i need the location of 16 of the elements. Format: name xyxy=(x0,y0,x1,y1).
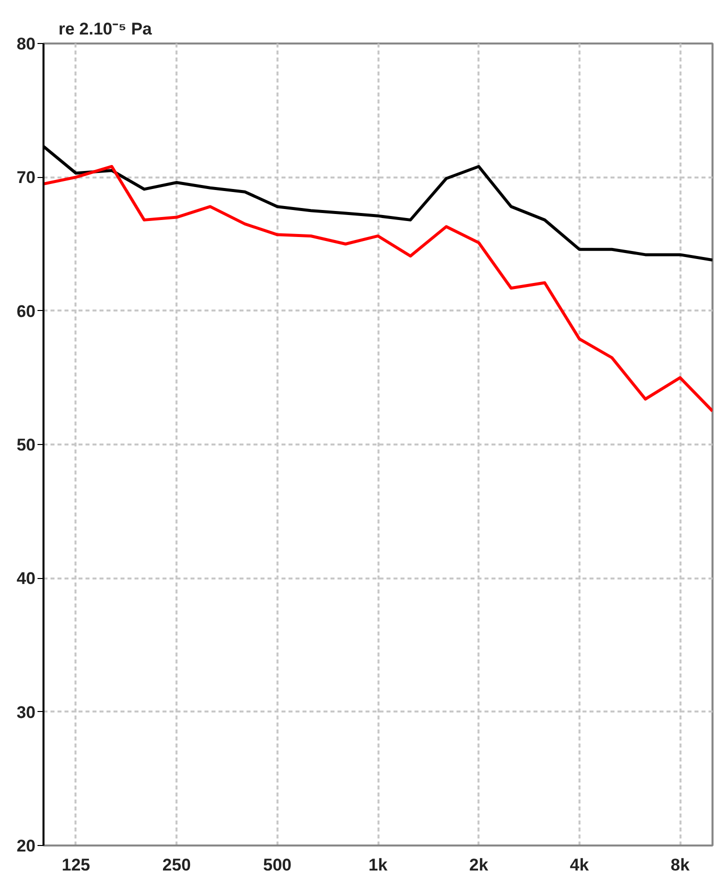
y-tick-label: 40 xyxy=(16,569,36,588)
x-tick-label: 8k xyxy=(670,856,690,874)
line-series xyxy=(44,164,712,413)
x-tick-label: 250 xyxy=(162,856,191,874)
y-tick-label: 30 xyxy=(16,702,36,722)
x-tick-label: 125 xyxy=(62,856,90,874)
x-tick-label: 4k xyxy=(570,856,590,874)
x-tick-label: 2k xyxy=(469,856,489,874)
y-tick-label: 20 xyxy=(16,836,36,856)
y-tick-label: 70 xyxy=(16,168,36,188)
y-tick-label: 80 xyxy=(16,34,36,54)
x-tick-label: 1k xyxy=(368,856,388,874)
y-axis-title: re 2.10⁻⁵ Pa xyxy=(58,20,152,38)
y-tick-label: 50 xyxy=(16,436,36,454)
y-tick-label: 60 xyxy=(16,302,36,321)
x-tick-label: 500 xyxy=(263,856,292,874)
